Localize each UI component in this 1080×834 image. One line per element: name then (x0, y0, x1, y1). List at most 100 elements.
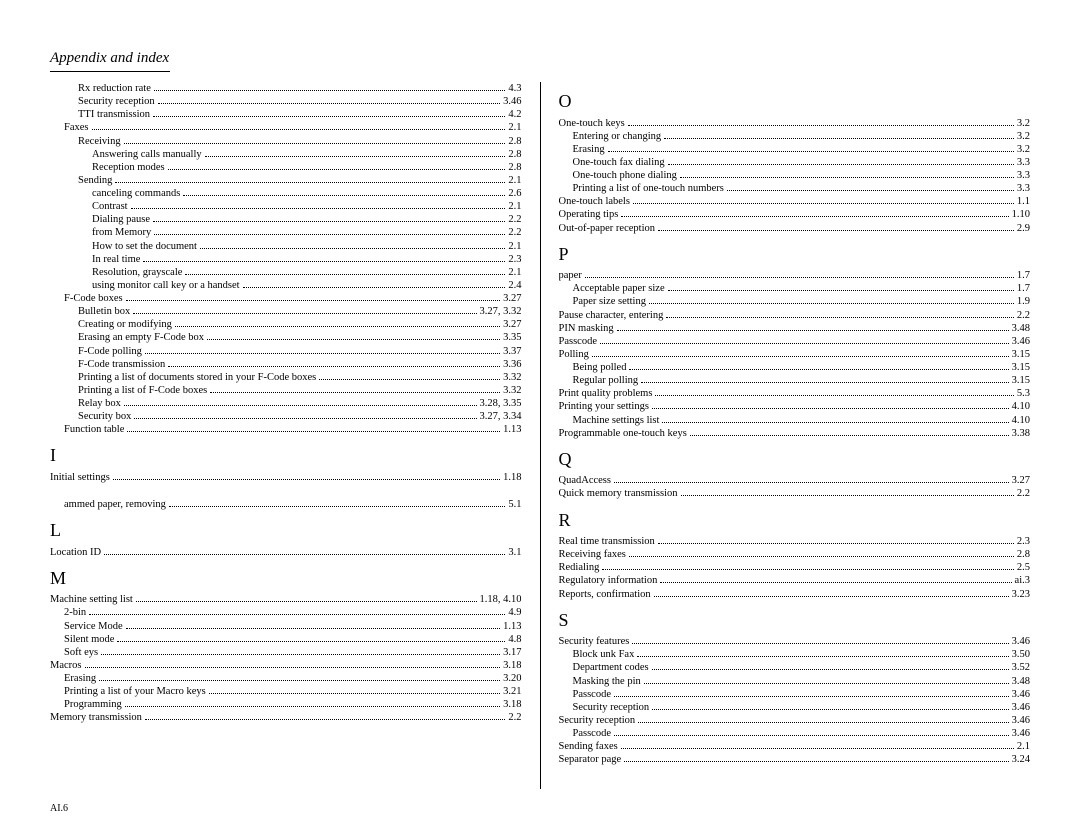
index-entry-page: 3.46 (1012, 688, 1030, 701)
index-entry-page: 3.50 (1012, 648, 1030, 661)
index-entry-label: One-touch labels (559, 195, 630, 208)
index-entry-label: Erasing an empty F-Code box (78, 331, 204, 344)
index-entry-label: Dialing pause (92, 213, 150, 226)
index-entry-page: 2.1 (508, 266, 521, 279)
index-entry-label: Function table (64, 423, 124, 436)
leader-dots (185, 267, 505, 274)
index-entry-page: 4.10 (1012, 414, 1030, 427)
index-entry: How to set the document 2.1 (50, 240, 522, 253)
leader-dots (153, 110, 505, 117)
leader-dots (600, 336, 1009, 343)
index-entry-page: 3.23 (1012, 588, 1030, 601)
index-entry-label: Acceptable paper size (573, 282, 665, 295)
index-entry-label: Erasing (64, 672, 96, 685)
leader-dots (632, 637, 1008, 644)
index-entry-page: 2.2 (1017, 309, 1030, 322)
index-entry-page: 3.46 (1012, 727, 1030, 740)
index-entry-page: 3.46 (1012, 335, 1030, 348)
index-entry-label: Reception modes (92, 161, 165, 174)
leader-dots (126, 621, 501, 628)
index-entry: paper 1.7 (559, 269, 1031, 282)
index-entry-label: Security reception (573, 701, 650, 714)
index-entry: Sending faxes 2.1 (559, 740, 1031, 753)
index-entry: One-touch keys 3.2 (559, 117, 1031, 130)
leader-dots (89, 608, 505, 615)
leader-dots (592, 350, 1009, 357)
index-entry-page: 3.46 (1012, 701, 1030, 714)
index-entry-page: 1.13 (503, 620, 521, 633)
index-entry-label: Machine settings list (573, 414, 660, 427)
index-entry-label: F-Code polling (78, 345, 142, 358)
index-entry: One-touch fax dialing 3.3 (559, 156, 1031, 169)
leader-dots (104, 547, 505, 554)
index-entry-page: 1.18 (503, 471, 521, 484)
index-entry: Reports, confirmation 3.23 (559, 588, 1031, 601)
leader-dots (641, 376, 1009, 383)
index-entry-label: Security reception (78, 95, 155, 108)
index-entry-page: 1.1 (1017, 195, 1030, 208)
index-entry: Printing a list of one-touch numbers 3.3 (559, 182, 1031, 195)
index-entry-label: Reports, confirmation (559, 588, 651, 601)
index-entry-label: Relay box (78, 397, 121, 410)
index-entry-page: 1.18, 4.10 (480, 593, 522, 606)
page-footer: AI.6 (50, 803, 1030, 814)
index-entry-label: Receiving faxes (559, 548, 626, 561)
leader-dots (621, 742, 1014, 749)
index-entry: Rx reduction rate 4.3 (50, 82, 522, 95)
index-entry-label: Service Mode (64, 620, 123, 633)
index-entry: F-Code polling 3.37 (50, 345, 522, 358)
index-entry-label: Operating tips (559, 208, 619, 221)
index-entry: Redialing 2.5 (559, 561, 1031, 574)
index-entry: 2-bin 4.9 (50, 606, 522, 619)
index-entry: Dialing pause 2.2 (50, 213, 522, 226)
leader-dots (209, 687, 500, 694)
index-entry-page: 3.46 (503, 95, 521, 108)
index-entry-label: Macros (50, 659, 82, 672)
leader-dots (617, 323, 1009, 330)
index-entry: Passcode 3.46 (559, 727, 1031, 740)
index-entry-label: Printing a list of F-Code boxes (78, 384, 207, 397)
index-entry: Service Mode 1.13 (50, 620, 522, 633)
index-left-column: Rx reduction rate 4.3Security reception … (50, 82, 541, 789)
index-entry-page: 2.2 (508, 213, 521, 226)
index-entry-page: 4.10 (1012, 400, 1030, 413)
index-entry-label: Printing your settings (559, 400, 649, 413)
leader-dots (127, 425, 500, 432)
index-entry: ammed paper, removing 5.1 (50, 498, 522, 511)
index-entry: In real time 2.3 (50, 253, 522, 266)
index-entry-page: 3.3 (1017, 182, 1030, 195)
index-entry: Security box 3.27, 3.34 (50, 410, 522, 423)
index-entry-label: Masking the pin (573, 675, 641, 688)
index-letter: P (559, 243, 1031, 266)
index-letter: R (559, 509, 1031, 532)
index-entry: Regulatory information ai.3 (559, 574, 1031, 587)
leader-dots (680, 171, 1014, 178)
leader-dots (614, 689, 1009, 696)
index-entry: Department codes 3.52 (559, 661, 1031, 674)
index-entry-page: 3.27, 3.34 (480, 410, 522, 423)
leader-dots (183, 189, 505, 196)
index-entry: Paper size setting 1.9 (559, 295, 1031, 308)
index-entry-label: Passcode (573, 727, 612, 740)
index-entry-label: Block unk Fax (573, 648, 635, 661)
index-entry-label: F-Code boxes (64, 292, 123, 305)
index-entry-label: Printing a list of documents stored in y… (78, 371, 316, 384)
leader-dots (133, 307, 476, 314)
index-entry-page: 2.6 (508, 187, 521, 200)
index-entry-page: 3.32 (503, 371, 521, 384)
index-entry-page: 3.18 (503, 698, 521, 711)
index-entry-label: Receiving (78, 135, 121, 148)
index-entry-label: Resolution, grayscale (92, 266, 182, 279)
index-entry-label: Pause character, entering (559, 309, 664, 322)
leader-dots (662, 415, 1008, 422)
index-entry-label: Regulatory information (559, 574, 658, 587)
index-entry-label: Initial settings (50, 471, 110, 484)
index-entry: Function table 1.13 (50, 423, 522, 436)
leader-dots (125, 700, 500, 707)
index-entry-page: 2.2 (508, 226, 521, 239)
leader-dots (115, 176, 505, 183)
leader-dots (644, 676, 1009, 683)
index-entry-page: 3.2 (1017, 130, 1030, 143)
index-entry-page: 3.52 (1012, 661, 1030, 674)
index-entry-label: Silent mode (64, 633, 114, 646)
